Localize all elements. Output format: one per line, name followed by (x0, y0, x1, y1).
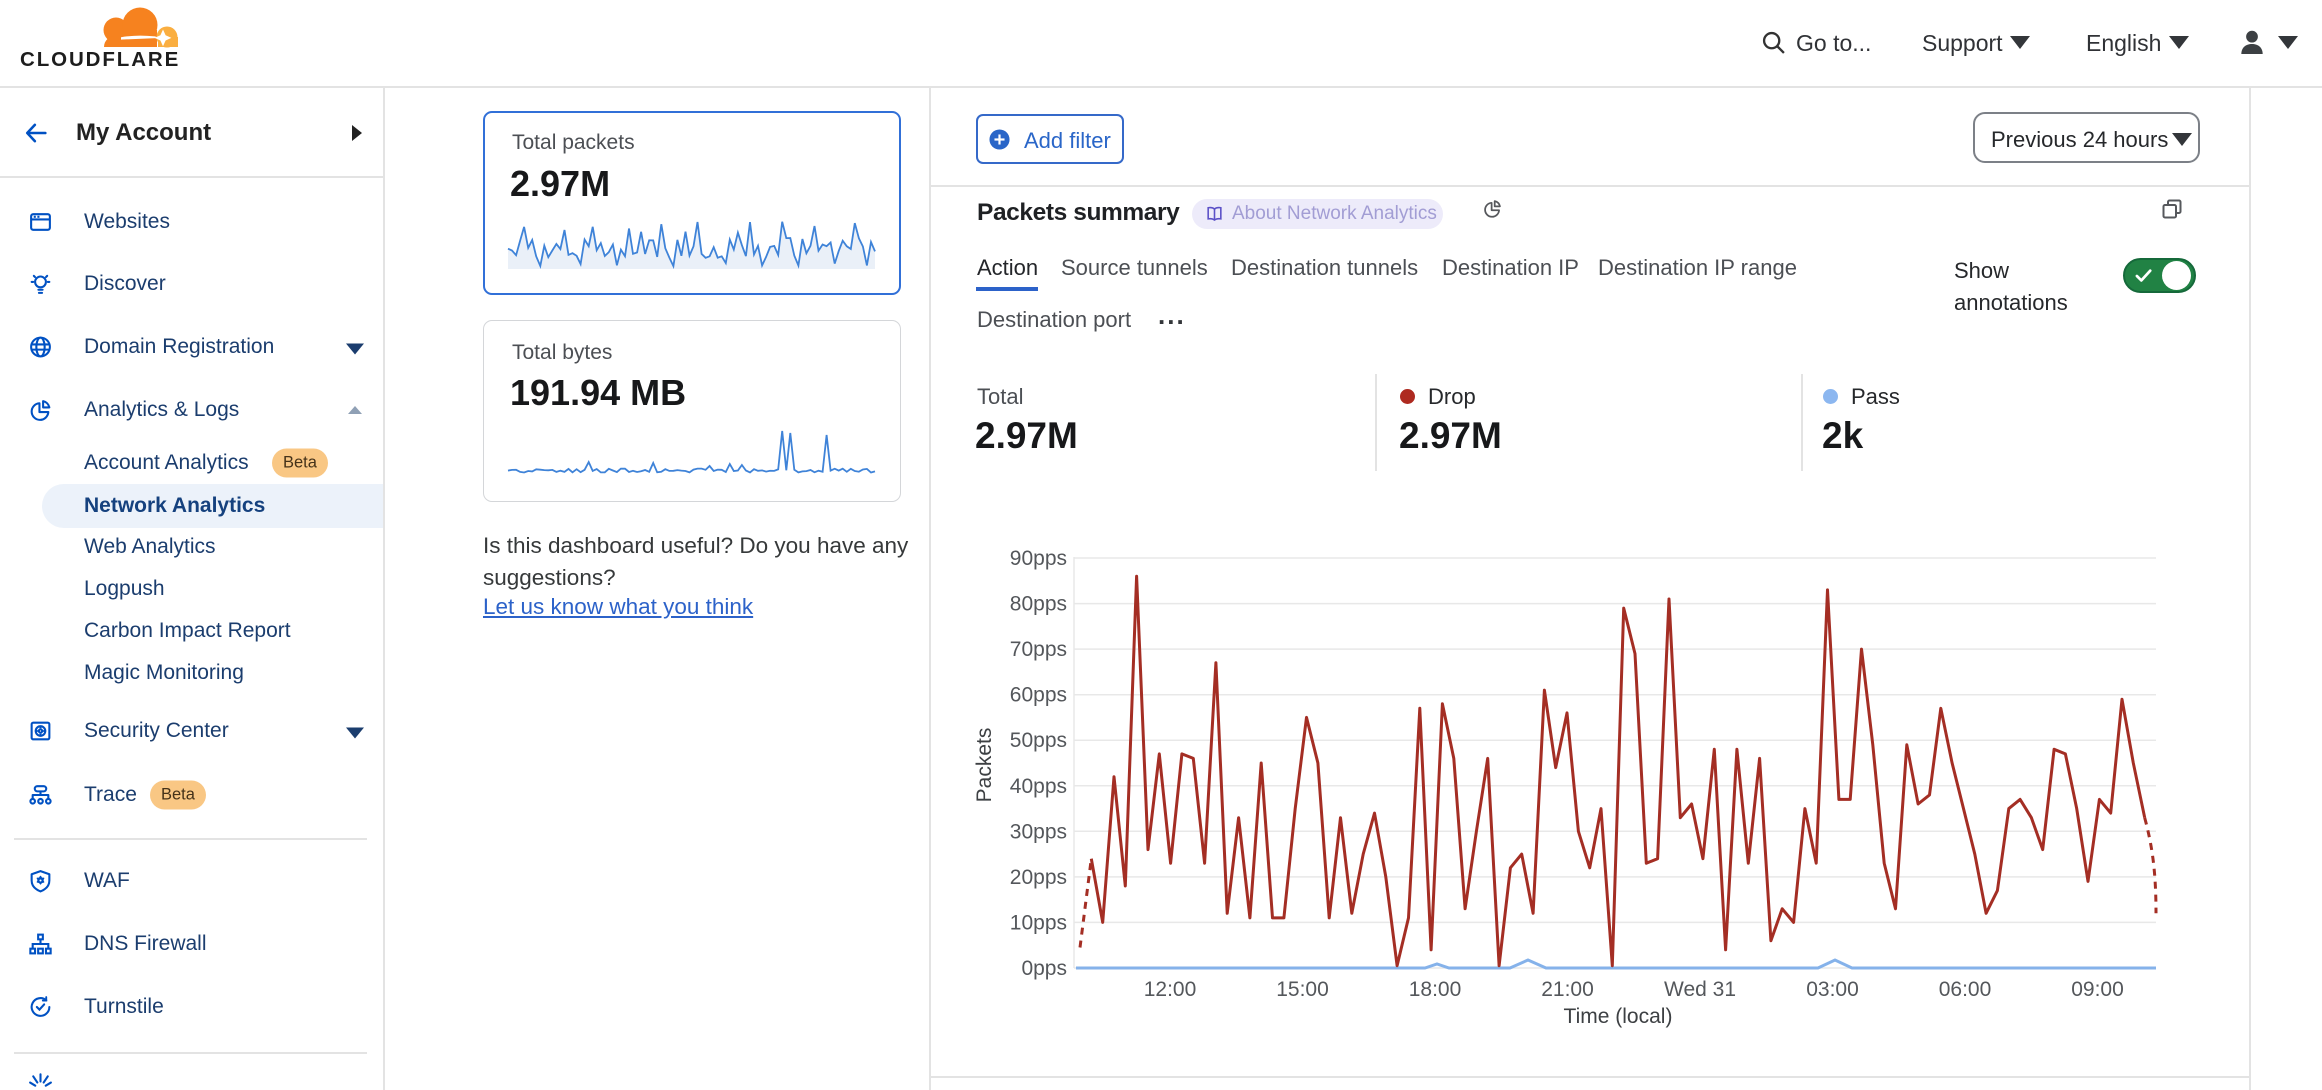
svg-text:10pps: 10pps (1010, 911, 1067, 934)
svg-text:30pps: 30pps (1010, 820, 1067, 843)
svg-text:06:00: 06:00 (1939, 978, 1992, 1001)
svg-text:20pps: 20pps (1010, 866, 1067, 889)
svg-text:0pps: 0pps (1021, 957, 1067, 980)
svg-text:09:00: 09:00 (2071, 978, 2124, 1001)
svg-text:90pps: 90pps (1010, 547, 1067, 570)
svg-text:CLOUDFLARE: CLOUDFLARE (20, 48, 180, 71)
svg-text:21:00: 21:00 (1541, 978, 1594, 1001)
svg-text:50pps: 50pps (1010, 729, 1067, 752)
svg-text:40pps: 40pps (1010, 775, 1067, 798)
svg-text:70pps: 70pps (1010, 638, 1067, 661)
svg-text:Packets: Packets (973, 728, 996, 803)
svg-text:03:00: 03:00 (1806, 978, 1859, 1001)
svg-text:18:00: 18:00 (1409, 978, 1462, 1001)
svg-text:80pps: 80pps (1010, 593, 1067, 616)
svg-text:15:00: 15:00 (1276, 978, 1329, 1001)
svg-text:12:00: 12:00 (1144, 978, 1197, 1001)
svg-text:60pps: 60pps (1010, 684, 1067, 707)
svg-text:Wed 31: Wed 31 (1664, 978, 1736, 1001)
svg-text:Time (local): Time (local) (1564, 1005, 1673, 1028)
